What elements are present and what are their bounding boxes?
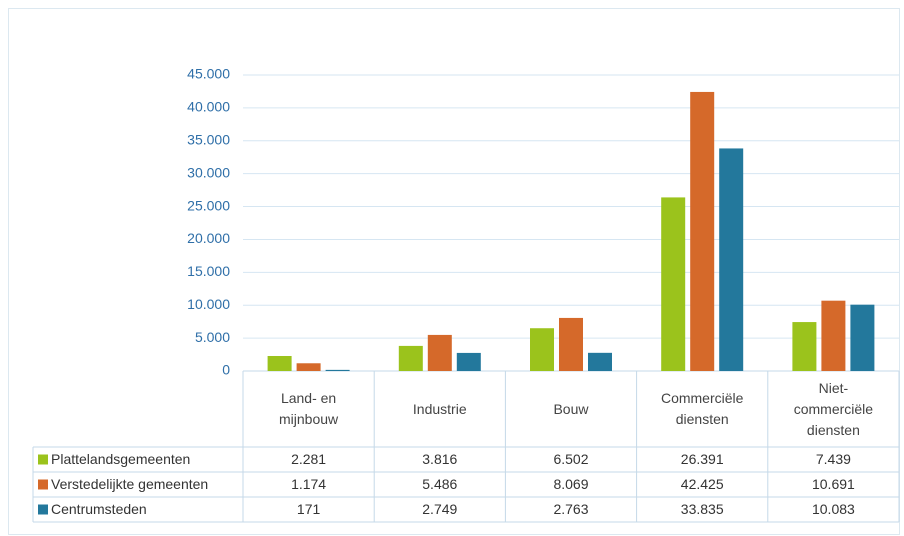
y-tick-label: 35.000 [187, 131, 230, 147]
category-text: Industrie [412, 400, 467, 417]
table-value: 2.763 [553, 501, 588, 517]
table-value: 7.439 [816, 451, 851, 467]
y-tick-label: 15.000 [187, 263, 230, 279]
bar [690, 91, 715, 371]
bar [427, 334, 452, 371]
x-tick-label: Bouw [525, 371, 616, 447]
category-text: Commerciële diensten [660, 390, 744, 427]
legend-label: Verstedelijkte gemeenten [51, 476, 208, 492]
bar [792, 322, 817, 371]
table-value: 171 [297, 501, 321, 517]
table-value: 5.486 [422, 476, 457, 492]
category-text: Niet-commerciële diensten [793, 379, 874, 438]
bar [719, 148, 744, 371]
table-value: 10.691 [812, 476, 855, 492]
category-text: Bouw [553, 400, 589, 417]
bar [588, 352, 612, 371]
table-value: 6.502 [553, 451, 588, 467]
y-tick-label: 5.000 [195, 329, 230, 345]
table-value: 8.069 [553, 476, 588, 492]
bar [559, 317, 583, 371]
y-tick-label: 0 [222, 362, 230, 378]
table-value: 42.425 [681, 476, 724, 492]
bar [530, 328, 554, 371]
category-text: Land- en mijnbouw [279, 390, 339, 427]
legend-label: Centrumsteden [51, 501, 147, 517]
bar [398, 345, 423, 371]
y-tick-label: 45.000 [187, 66, 230, 82]
legend-label: Plattelandsgemeenten [51, 451, 190, 467]
y-tick-label: 25.000 [187, 197, 230, 213]
y-tick-label: 20.000 [187, 230, 230, 246]
legend-swatch [38, 504, 48, 515]
x-tick-label: Niet-commerciële diensten [788, 371, 879, 447]
y-tick-label: 10.000 [187, 296, 230, 312]
legend-swatch [38, 479, 48, 490]
y-tick-label: 30.000 [187, 164, 230, 180]
bar [296, 363, 321, 371]
table-value: 26.391 [681, 451, 724, 467]
table-value: 2.281 [291, 451, 326, 467]
table-value: 3.816 [422, 451, 457, 467]
chart-border [8, 8, 900, 535]
y-tick-label: 40.000 [187, 99, 230, 115]
x-tick-label: Commerciële diensten [657, 371, 748, 447]
table-value: 10.083 [812, 501, 855, 517]
bar [821, 300, 846, 371]
table-value: 33.835 [681, 501, 724, 517]
bar [661, 197, 686, 371]
table-value: 2.749 [422, 501, 457, 517]
bar [325, 369, 350, 371]
x-tick-label: Industrie [394, 371, 485, 447]
bar [850, 304, 875, 371]
legend-swatch [38, 454, 48, 465]
table-value: 1.174 [291, 476, 326, 492]
bar [456, 352, 481, 371]
x-tick-label: Land- en mijnbouw [263, 371, 354, 447]
bar [267, 355, 292, 371]
